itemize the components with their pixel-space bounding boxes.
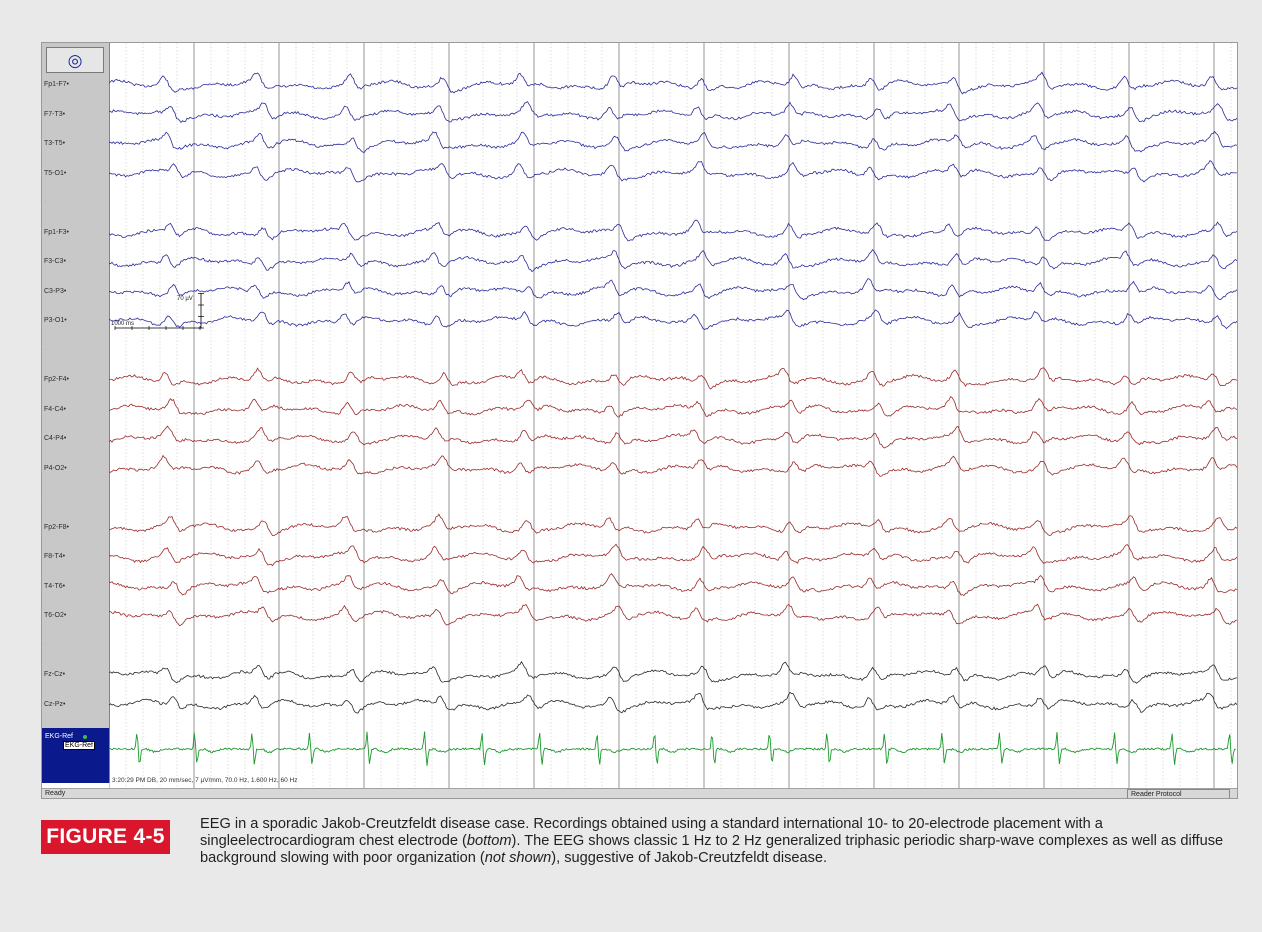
caption-segment: ), suggestive of Jakob-Creutzfeldt disea… — [551, 850, 828, 866]
scale-amplitude-label: 70 µV — [177, 296, 193, 302]
channel-label[interactable]: Fp1-F7• — [44, 81, 70, 88]
channel-label[interactable]: Fp2-F4• — [44, 376, 70, 383]
caption-segment: ). The EEG shows classic 1 Hz to 2 Hz ge… — [200, 833, 1224, 866]
eeg-trace — [109, 71, 1237, 95]
channel-label[interactable]: T3-T5• — [44, 140, 66, 147]
status-ready-text: Ready — [45, 790, 66, 797]
channel-label[interactable]: F7-T3• — [44, 110, 66, 118]
channel-label[interactable]: T6-O2• — [44, 612, 67, 619]
caption-segment: not shown — [484, 850, 552, 866]
ekg-trace — [109, 731, 1236, 766]
time-grid — [109, 43, 1232, 788]
eeg-trace — [109, 396, 1237, 418]
channel-label[interactable]: C4-P4• — [44, 435, 67, 442]
channel-label[interactable]: F8-T4• — [44, 553, 66, 560]
eeg-trace — [109, 249, 1237, 273]
eeg-trace — [109, 309, 1237, 330]
target-icon: ◎ — [67, 50, 83, 70]
eeg-trace — [109, 278, 1237, 301]
eeg-trace — [109, 454, 1237, 477]
channel-label[interactable]: C3-P3• — [44, 287, 67, 295]
reader-protocol-panel: Reader Protocol — [1127, 789, 1230, 798]
channel-label[interactable]: T4-T6• — [44, 582, 66, 590]
channel-label[interactable]: Fp1-F3• — [44, 228, 70, 236]
montage-separator: · — [44, 493, 47, 500]
channel-label[interactable]: F3-C3• — [44, 258, 66, 265]
ekg-tag: EKG-Ref — [63, 741, 96, 750]
figure-label: FIGURE 4-5 — [41, 820, 170, 854]
eeg-trace — [109, 160, 1237, 183]
channel-label[interactable]: Fz-Cz• — [44, 671, 66, 678]
eeg-trace — [109, 130, 1237, 154]
figure-caption: EEG in a sporadic Jakob-Creutzfeldt dise… — [200, 816, 1240, 867]
ekg-status-dot — [83, 735, 87, 739]
caption-segment: bottom — [466, 833, 512, 849]
eeg-viewer-window: ◎ · · · · Fp1-F7• F7-T3• T3-T5• T5-O1• Fp1-F3• F3… — [41, 42, 1238, 799]
eeg-trace — [109, 513, 1237, 536]
channel-label[interactable]: Cz-Pz• — [44, 700, 66, 708]
montage-separator: · — [44, 640, 47, 648]
eeg-trace — [109, 219, 1237, 242]
montage-separator: · — [44, 198, 47, 205]
eeg-traces — [109, 71, 1237, 766]
scale-time-label: 1000 ms — [111, 321, 134, 327]
eeg-trace-area: 70 µV 1000 ms — [109, 43, 1237, 788]
recording-info-text: 3:20:29 PM DB, 20 mm/sec, 7 µV/mm, 70.0 … — [112, 777, 298, 784]
channel-label-sidebar: ◎ · · · · Fp1-F7• F7-T3• T3-T5• T5-O1• Fp1-F3• F3… — [42, 43, 110, 783]
eeg-trace — [109, 691, 1237, 714]
calibration-scale-bar: 70 µV 1000 ms — [111, 293, 204, 330]
channel-label[interactable]: P4-O2• — [44, 464, 67, 472]
ekg-channel-label: EKG-Ref — [45, 733, 74, 740]
eeg-trace — [109, 101, 1237, 124]
eeg-trace — [109, 603, 1237, 627]
channel-label[interactable]: Fp2-F8• — [44, 523, 70, 531]
channel-label[interactable]: P3-O1• — [44, 317, 67, 324]
target-button[interactable]: ◎ — [46, 47, 104, 73]
ekg-channel-label-box[interactable]: EKG-Ref EKG-Ref — [42, 728, 109, 783]
eeg-trace — [109, 425, 1237, 449]
channel-label[interactable]: F4-C4• — [44, 405, 66, 413]
caption-segment: EEG in a sporadic Jakob-Creutzfeldt dise… — [200, 816, 1103, 849]
status-bar: Ready Reader Protocol — [42, 788, 1237, 798]
channel-label[interactable]: T5-O1• — [44, 169, 67, 177]
eeg-trace — [109, 543, 1237, 567]
eeg-trace — [109, 660, 1237, 684]
eeg-trace — [109, 367, 1237, 390]
eeg-trace — [109, 573, 1237, 597]
montage-separator: · — [44, 345, 47, 353]
